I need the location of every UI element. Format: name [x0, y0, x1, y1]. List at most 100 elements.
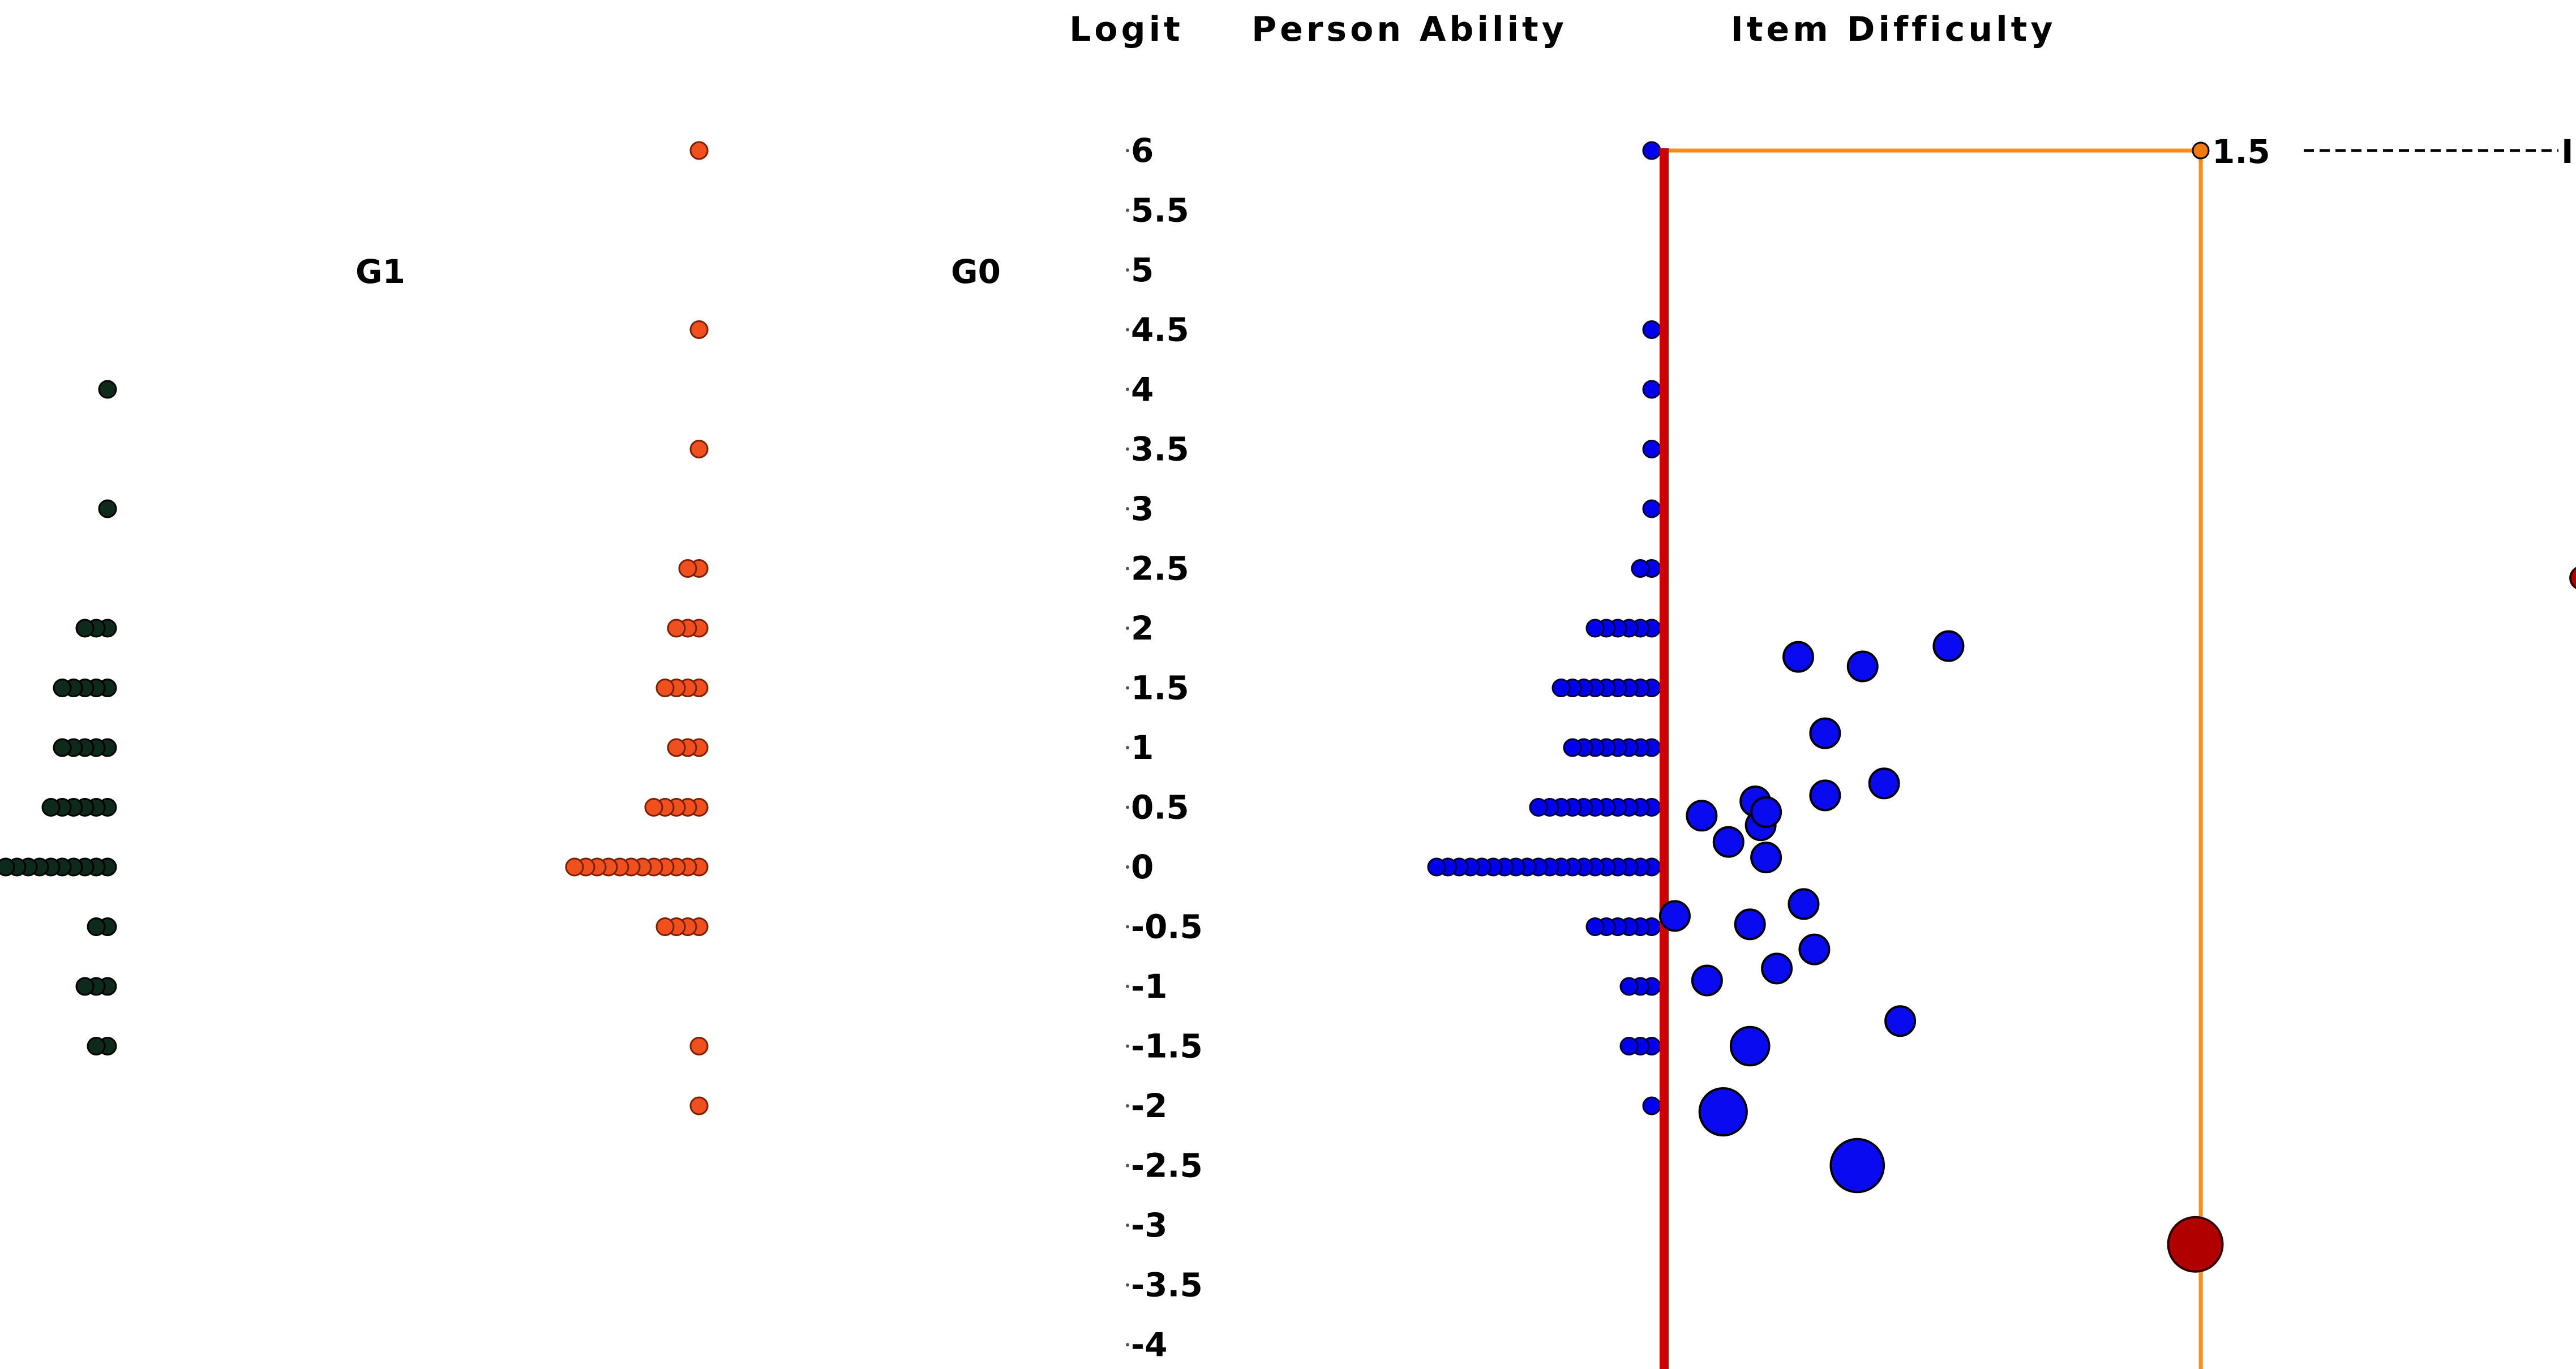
item-dot [1658, 900, 1691, 932]
g1-dot [75, 619, 95, 638]
item-dot [1750, 842, 1782, 874]
person-ability-dot [1642, 499, 1661, 518]
g1-dot [53, 679, 72, 697]
tick-mark [1126, 268, 1129, 272]
person-ability-dot [1563, 738, 1582, 757]
y-tick-label: -4 [1131, 1325, 1167, 1364]
item-dot [1729, 1025, 1771, 1067]
tick-mark [1126, 746, 1129, 749]
y-tick-label: -1 [1131, 967, 1167, 1006]
g0-dot [655, 917, 675, 936]
person-ability-dot [1642, 1096, 1661, 1115]
header-person-ability: Person Ability [1251, 10, 1567, 49]
y-tick-label: 2.5 [1131, 550, 1189, 588]
g1-dot [0, 857, 15, 877]
header-item-difficulty: Item Difficulty [1731, 10, 2056, 49]
clipped-label-fragment: I [2561, 132, 2574, 171]
item-dot [1734, 908, 1766, 941]
y-tick-label: 4 [1131, 370, 1154, 409]
person-ability-dot [1619, 977, 1639, 996]
item-dot [1798, 933, 1831, 965]
item-dot [1809, 717, 1841, 749]
y-tick-label: 4.5 [1131, 311, 1189, 349]
item-dot [1750, 796, 1782, 828]
y-tick-label: -2.5 [1131, 1147, 1203, 1185]
g0-dot [689, 440, 709, 458]
tick-mark [1126, 985, 1129, 988]
person-ability-dot [1585, 619, 1605, 638]
tick-mark [1126, 925, 1129, 929]
group-label-g0: G0 [951, 252, 1001, 291]
y-tick-label: 0.5 [1131, 788, 1189, 827]
item-dot [1884, 1005, 1917, 1037]
g0-dot [667, 738, 686, 757]
g1-dot [53, 738, 72, 757]
person-ability-dot [1585, 917, 1605, 936]
tick-mark [1126, 149, 1129, 152]
item-dot [1698, 1087, 1748, 1137]
g0-dot [667, 619, 686, 638]
person-ability-dot [1642, 380, 1661, 399]
g1-dot [75, 977, 95, 996]
person-ability-dot [1619, 1037, 1639, 1055]
y-tick-label: 3.5 [1131, 430, 1189, 469]
y-tick-label: 1.5 [1131, 669, 1189, 707]
item-dot [1691, 964, 1723, 997]
person-ability-dot [1642, 320, 1661, 339]
tick-mark [1126, 208, 1129, 212]
g1-dot [98, 499, 117, 518]
y-tick-label: 5.5 [1131, 191, 1189, 230]
threshold-label: 1.5 [2212, 132, 2270, 171]
tick-mark [1126, 626, 1129, 630]
item-dot [1829, 1138, 1885, 1194]
item-dot [1686, 800, 1718, 832]
threshold-marker [2192, 141, 2210, 160]
g0-dot [565, 857, 584, 877]
g0-dot [689, 141, 709, 160]
item-dot [1846, 650, 1879, 683]
y-tick-label: 3 [1131, 490, 1154, 528]
tick-mark [1126, 388, 1129, 391]
tick-mark [1126, 1224, 1129, 1227]
tick-mark [1126, 447, 1129, 451]
y-tick-label: -1.5 [1131, 1027, 1203, 1066]
item-dot [1868, 767, 1900, 800]
y-tick-label: 2 [1131, 609, 1154, 647]
y-tick-label: -2 [1131, 1087, 1167, 1125]
y-tick-label: 5 [1131, 251, 1154, 289]
red-item-dot [2569, 567, 2576, 589]
y-tick-label: 0 [1131, 848, 1154, 886]
g1-dot [41, 798, 61, 817]
g1-dot [87, 917, 106, 936]
item-dot [1761, 952, 1793, 985]
tick-mark [1126, 865, 1129, 869]
tick-mark [1126, 1283, 1129, 1287]
y-tick-label: -0.5 [1131, 908, 1203, 946]
tick-mark [1126, 1164, 1129, 1168]
y-tick-label: 1 [1131, 728, 1154, 767]
tick-mark [1126, 805, 1129, 809]
y-tick-label: -3.5 [1131, 1266, 1203, 1304]
tick-mark [1126, 1044, 1129, 1048]
g0-dot [644, 798, 663, 817]
person-ability-dot [1427, 857, 1446, 877]
red-item-dot [2167, 1216, 2224, 1273]
tick-mark [1126, 1104, 1129, 1108]
tick-mark [1126, 328, 1129, 332]
item-dot [1932, 630, 1965, 662]
g0-dot [689, 1037, 709, 1055]
item-dot [1809, 779, 1841, 812]
person-ability-dot [1551, 679, 1571, 697]
item-dot [1782, 641, 1814, 673]
item-dot [1788, 888, 1820, 920]
group-label-g1: G1 [355, 252, 405, 291]
person-ability-dot [1631, 559, 1650, 578]
g0-dot [678, 559, 697, 578]
g0-dot [689, 1096, 709, 1115]
header-logit: Logit [1069, 10, 1184, 49]
person-ability-dot [1642, 141, 1661, 160]
tick-mark [1126, 1343, 1129, 1346]
y-tick-label: 6 [1131, 131, 1154, 170]
tick-mark [1126, 567, 1129, 570]
